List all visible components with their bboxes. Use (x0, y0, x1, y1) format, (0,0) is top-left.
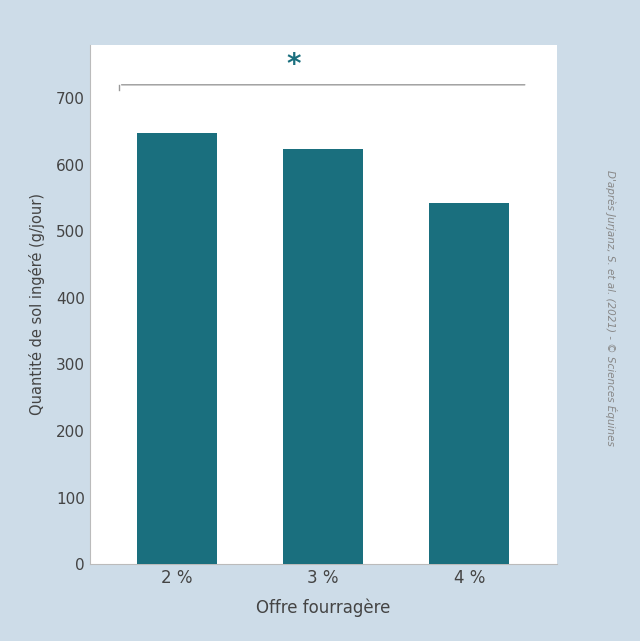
Bar (137, 133, 218, 564)
Bar (283, 149, 364, 564)
Y-axis label: Quantité de sol ingéré (g/jour): Quantité de sol ingéré (g/jour) (29, 194, 45, 415)
Text: *: * (287, 51, 301, 79)
Text: D'après Jurjanz, S. et al. (2021) - © Sciences Équines: D'après Jurjanz, S. et al. (2021) - © Sc… (605, 170, 617, 445)
X-axis label: Offre fourragère: Offre fourragère (256, 598, 390, 617)
Bar (429, 203, 509, 564)
